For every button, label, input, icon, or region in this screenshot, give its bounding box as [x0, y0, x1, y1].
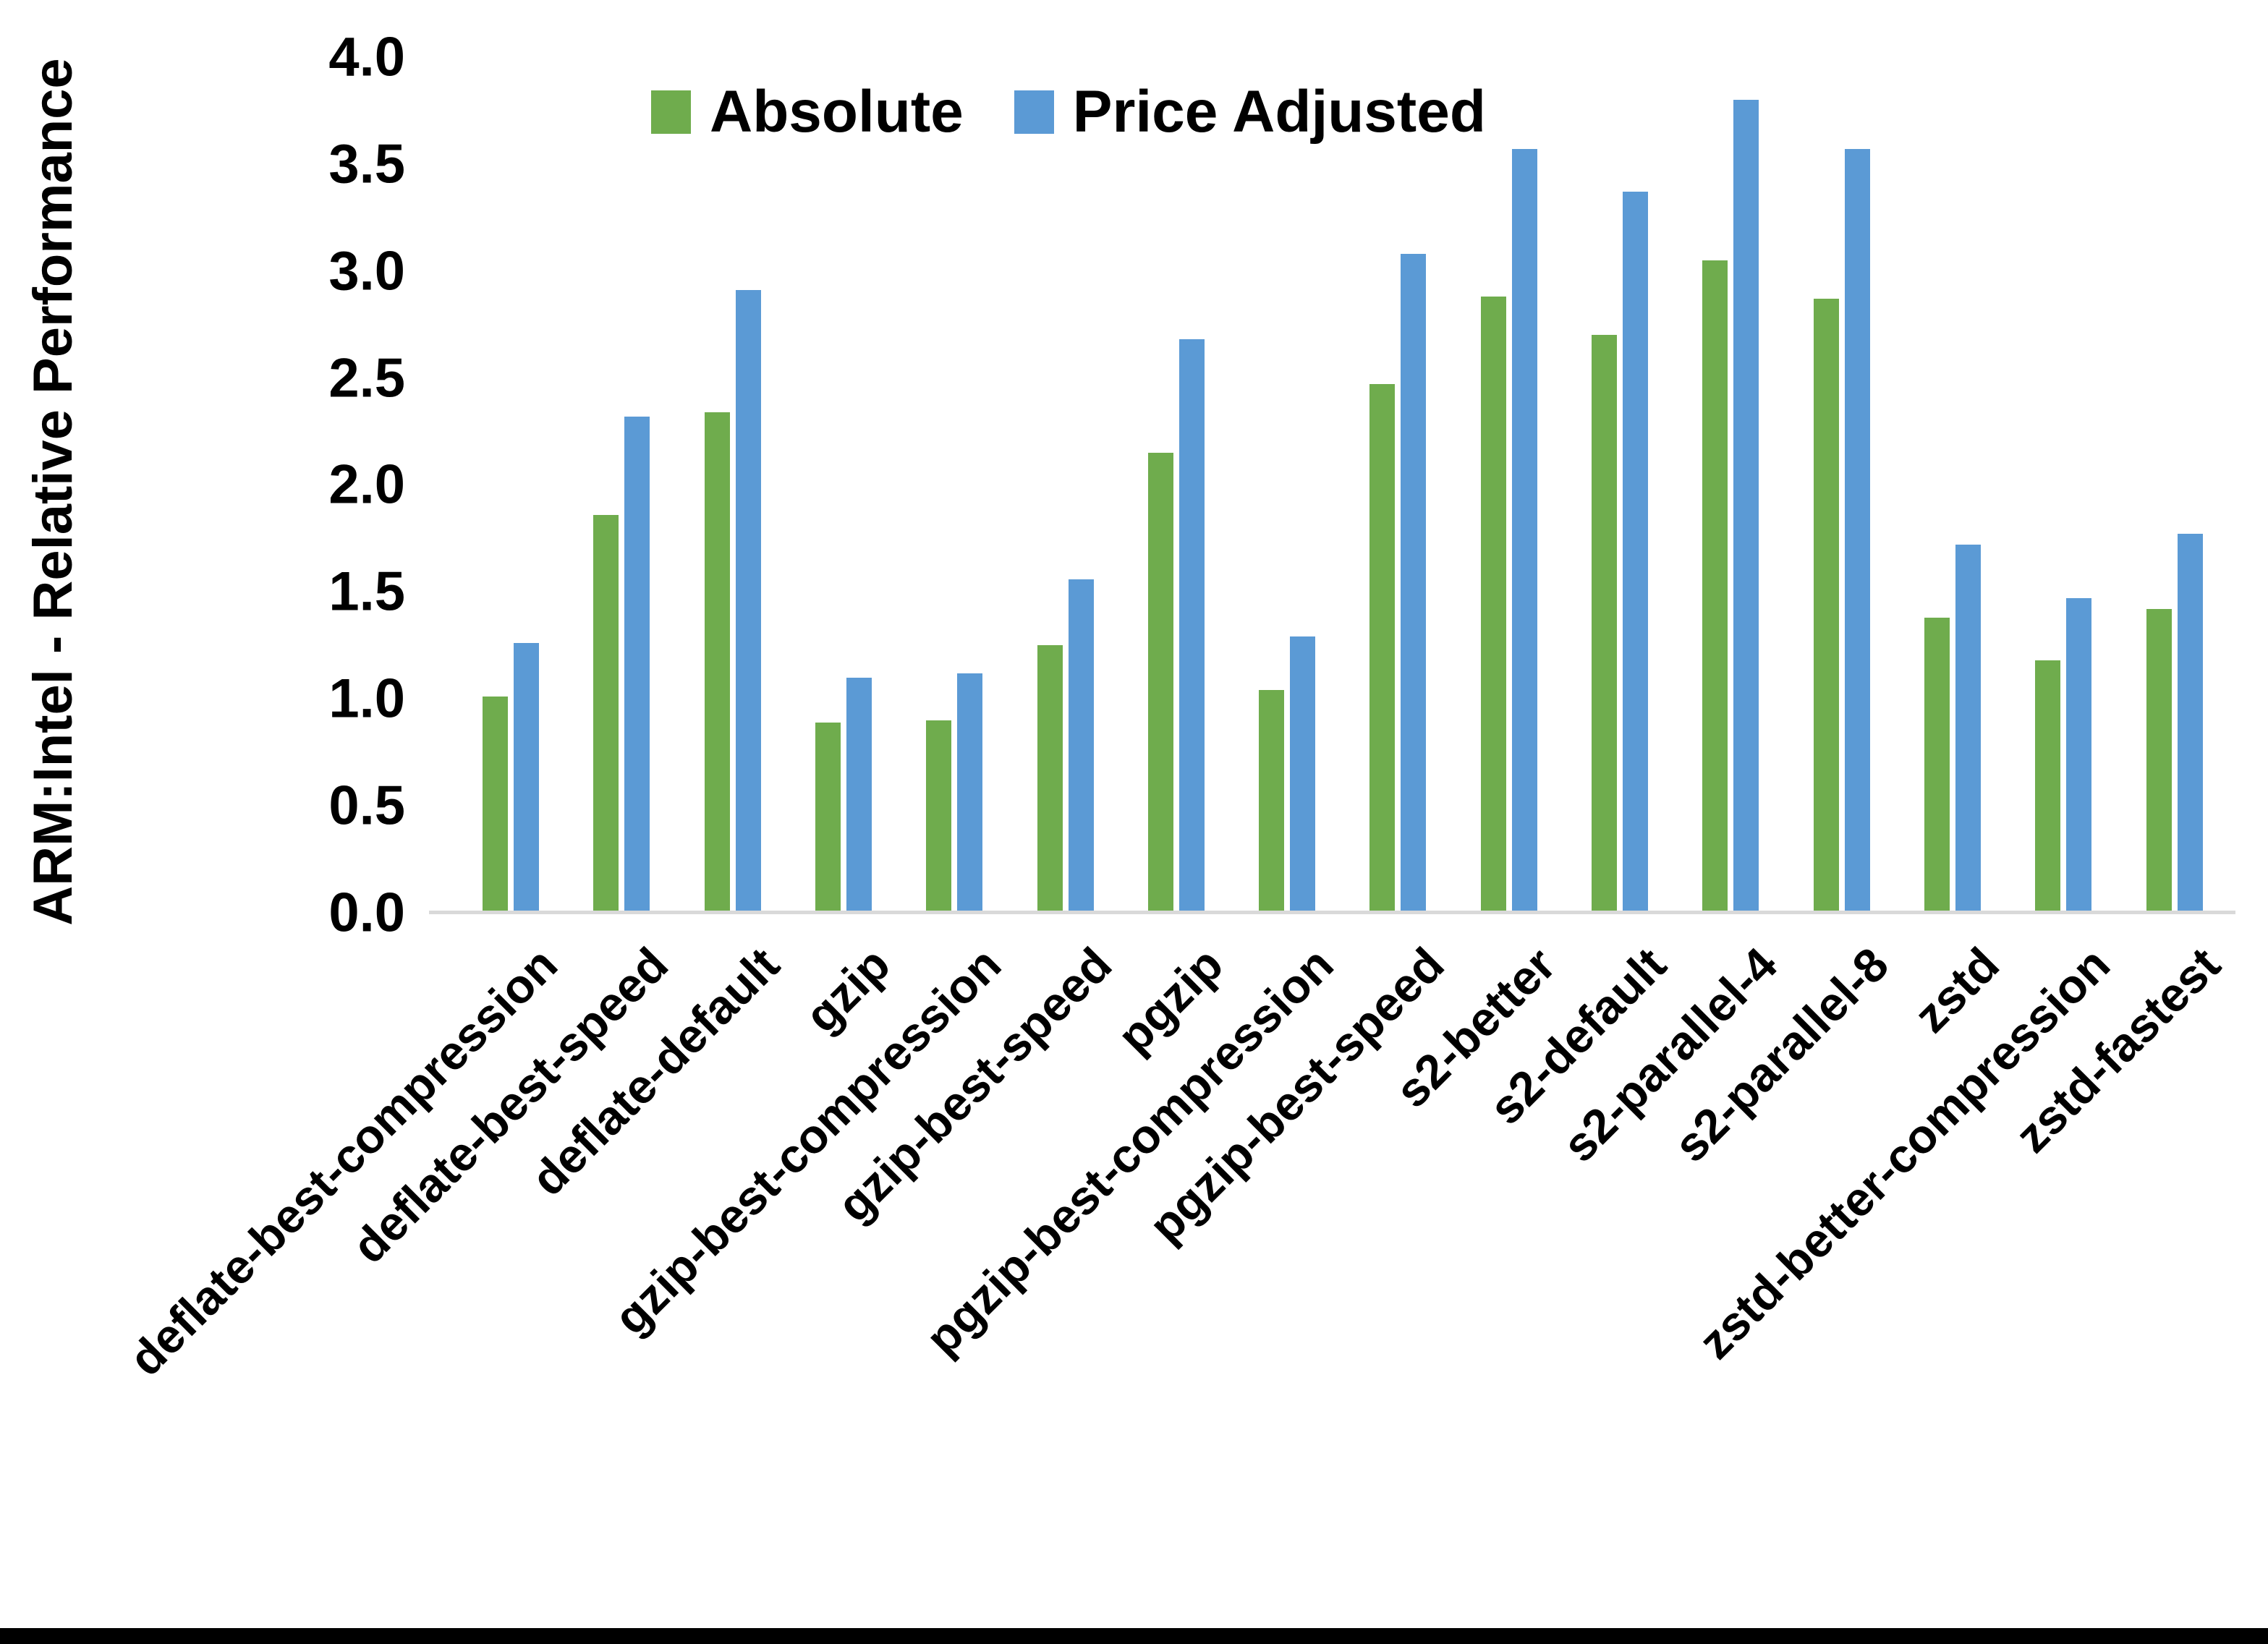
- bar-price-adjusted-s2-parallel-8: [1845, 149, 1870, 913]
- y-tick-3.0: 3.0: [328, 240, 405, 302]
- bar-price-adjusted-pgzip-best-compression: [1290, 636, 1315, 913]
- y-tick-0.5: 0.5: [328, 775, 405, 837]
- bar-absolute-s2-parallel-4: [1702, 260, 1728, 913]
- legend-swatch-absolute: [651, 90, 691, 134]
- bar-price-adjusted-pgzip: [1179, 339, 1205, 913]
- bar-price-adjusted-s2-better: [1512, 149, 1537, 913]
- legend-swatch-price-adjusted: [1014, 90, 1054, 134]
- y-tick-0.0: 0.0: [328, 882, 405, 944]
- bar-absolute-deflate-best-compression: [483, 697, 508, 913]
- bar-price-adjusted-pgzip-best-speed: [1401, 254, 1426, 913]
- legend: Absolute Price Adjusted: [651, 78, 1486, 146]
- bar-absolute-zstd: [1924, 618, 1950, 913]
- y-tick-1.5: 1.5: [328, 561, 405, 623]
- figure-bottom-border: [0, 1628, 2268, 1644]
- bar-absolute-pgzip-best-speed: [1369, 384, 1395, 913]
- bar-price-adjusted-deflate-best-speed: [624, 417, 650, 913]
- bar-price-adjusted-gzip: [846, 678, 872, 913]
- y-tick-2.0: 2.0: [328, 453, 405, 516]
- bar-price-adjusted-zstd: [1955, 545, 1981, 913]
- bar-absolute-s2-default: [1592, 335, 1617, 913]
- bar-absolute-s2-parallel-8: [1814, 299, 1839, 913]
- bar-absolute-pgzip: [1148, 453, 1173, 913]
- bar-price-adjusted-zstd-better-compression: [2066, 598, 2091, 913]
- bar-price-adjusted-deflate-best-compression: [514, 643, 539, 913]
- bar-price-adjusted-gzip-best-speed: [1069, 579, 1094, 913]
- bar-absolute-deflate-best-speed: [593, 515, 619, 913]
- bar-absolute-zstd-fastest: [2146, 609, 2172, 913]
- x-axis-line: [429, 911, 2235, 914]
- bar-absolute-gzip-best-speed: [1037, 645, 1063, 913]
- bar-price-adjusted-s2-default: [1623, 192, 1648, 913]
- bar-absolute-gzip: [815, 723, 841, 913]
- legend-item-absolute: Absolute: [651, 78, 964, 146]
- y-axis-title: ARM:Intel - Relative Performance: [22, 58, 84, 926]
- bar-price-adjusted-deflate-default: [736, 290, 761, 913]
- bar-absolute-zstd-better-compression: [2035, 660, 2060, 913]
- bar-absolute-pgzip-best-compression: [1259, 690, 1284, 913]
- legend-item-price-adjusted: Price Adjusted: [1014, 78, 1486, 146]
- y-tick-4.0: 4.0: [328, 26, 405, 88]
- x-label-deflate-best-compression: deflate-best-compression: [118, 937, 568, 1386]
- bar-price-adjusted-gzip-best-compression: [957, 673, 982, 913]
- bar-price-adjusted-zstd-fastest: [2178, 534, 2203, 913]
- y-tick-3.5: 3.5: [328, 133, 405, 195]
- bar-price-adjusted-s2-parallel-4: [1733, 100, 1759, 913]
- y-tick-2.5: 2.5: [328, 347, 405, 409]
- y-tick-1.0: 1.0: [328, 668, 405, 730]
- legend-label-price-adjusted: Price Adjusted: [1072, 79, 1486, 145]
- bar-absolute-s2-better: [1481, 297, 1506, 913]
- bar-absolute-gzip-best-compression: [926, 720, 951, 913]
- legend-label-absolute: Absolute: [710, 79, 964, 145]
- bar-absolute-deflate-default: [705, 412, 730, 913]
